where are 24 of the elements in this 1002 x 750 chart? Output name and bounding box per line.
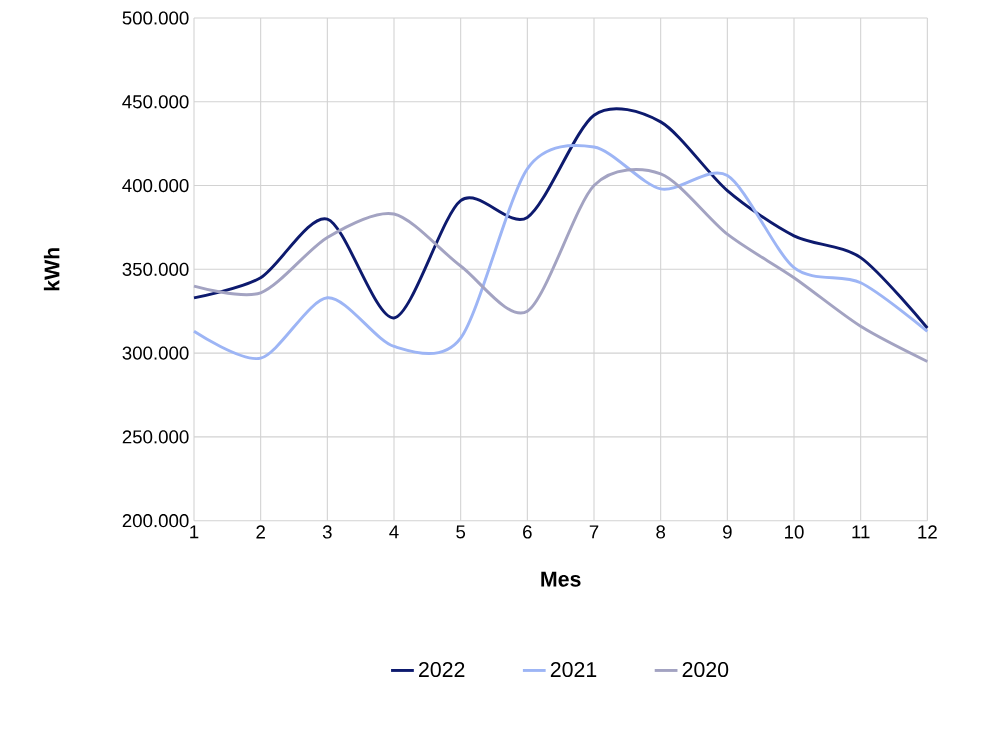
y-tick-label: 200.000 (122, 514, 189, 528)
x-tick-label: 10 (785, 525, 804, 539)
y-axis-title: kWh (43, 248, 60, 291)
x-tick-label: 2 (256, 525, 265, 539)
y-tick-label: 300.000 (122, 346, 189, 360)
x-tick-label: 4 (389, 525, 399, 539)
y-tick-label: 350.000 (122, 262, 189, 276)
legend-label: 2021 (550, 662, 597, 678)
x-tick-label: 6 (523, 525, 532, 539)
x-tick-label: 8 (656, 525, 666, 539)
x-tick-label: 3 (322, 525, 332, 539)
legend-label: 2022 (419, 662, 465, 678)
x-tick-label: 1 (190, 525, 199, 539)
y-tick-label: 400.000 (122, 178, 189, 193)
x-tick-label: 5 (456, 525, 466, 539)
x-tick-label: 12 (918, 525, 937, 539)
x-tick-label: 7 (589, 525, 599, 539)
x-axis-title: Mes (541, 571, 581, 587)
x-tick-label: 9 (723, 525, 732, 539)
y-tick-label: 250.000 (122, 430, 189, 444)
legend-label: 2020 (682, 662, 729, 678)
y-tick-label: 500.000 (122, 11, 189, 25)
x-tick-label: 11 (852, 525, 870, 539)
y-tick-label: 450.000 (122, 95, 189, 109)
